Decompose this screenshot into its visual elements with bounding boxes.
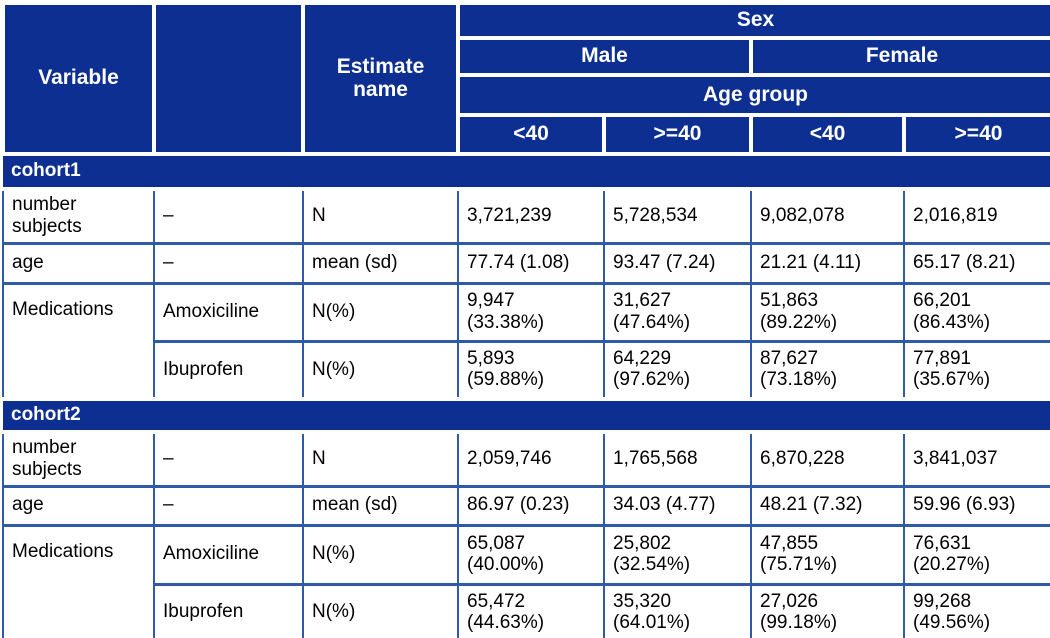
- cell-value: 5,893 (59.88%): [457, 339, 605, 401]
- cell-estimate: N: [302, 187, 459, 245]
- cell-value: 27,026 (99.18%): [750, 582, 905, 638]
- group-band-cohort2: cohort2: [3, 397, 1050, 434]
- cell-estimate: mean (sd): [302, 241, 459, 285]
- cell-level: –: [153, 430, 304, 488]
- header-age-group: Age group: [456, 73, 1050, 117]
- cell-value: 25,802 (32.54%): [603, 523, 752, 586]
- group-band-cohort1: cohort1: [3, 152, 1050, 191]
- cell-level: Amoxiciline: [153, 281, 304, 343]
- cell-level: Ibuprofen: [153, 582, 304, 638]
- cell-value: 77.74 (1.08): [457, 241, 605, 285]
- cell-value: 86.97 (0.23): [457, 484, 605, 527]
- cell-variable: age: [2, 241, 155, 285]
- cell-estimate: N(%): [302, 582, 459, 638]
- header-bin-male-ge40: >=40: [602, 113, 753, 156]
- cell-value: 5,728,534: [603, 187, 752, 245]
- cell-value: 87,627 (73.18%): [750, 339, 905, 401]
- cell-estimate: N(%): [302, 339, 459, 401]
- cell-value: 93.47 (7.24): [603, 241, 752, 285]
- cell-value: 47,855 (75.71%): [750, 523, 905, 586]
- cell-value: 66,201 (86.43%): [903, 281, 1050, 343]
- cell-value: 31,627 (47.64%): [603, 281, 752, 343]
- cell-value: 99,268 (49.56%): [903, 582, 1050, 638]
- header-variable: Variable: [1, 1, 156, 156]
- cell-estimate: mean (sd): [302, 484, 459, 527]
- cell-value: 9,947 (33.38%): [457, 281, 605, 343]
- cell-value: 59.96 (6.93): [903, 484, 1050, 527]
- cell-value: 9,082,078: [750, 187, 905, 245]
- cell-value: 65.17 (8.21): [903, 241, 1050, 285]
- cell-variable: age: [2, 484, 155, 527]
- header-estimate-name: Estimate name: [301, 1, 460, 156]
- cell-value: 64,229 (97.62%): [603, 339, 752, 401]
- header-female: Female: [749, 36, 1050, 77]
- cell-variable-medications: Medications: [2, 281, 155, 401]
- cell-variable: number subjects: [2, 430, 155, 488]
- cell-value: 65,087 (40.00%): [457, 523, 605, 586]
- cell-level: Amoxiciline: [153, 523, 304, 586]
- cell-value: 48.21 (7.32): [750, 484, 905, 527]
- cell-level: –: [153, 187, 304, 245]
- cell-value: 3,841,037: [903, 430, 1050, 488]
- header-sex: Sex: [456, 1, 1050, 40]
- cell-variable-medications: Medications: [2, 523, 155, 638]
- cell-estimate: N(%): [302, 523, 459, 586]
- cell-value: 65,472 (44.63%): [457, 582, 605, 638]
- cell-value: 21.21 (4.11): [750, 241, 905, 285]
- header-male: Male: [456, 36, 753, 77]
- cell-level: –: [153, 484, 304, 527]
- cell-value: 6,870,228: [750, 430, 905, 488]
- cell-value: 1,765,568: [603, 430, 752, 488]
- cell-value: 76,631 (20.27%): [903, 523, 1050, 586]
- cell-estimate: N: [302, 430, 459, 488]
- cell-level: Ibuprofen: [153, 339, 304, 401]
- cell-variable: number subjects: [2, 187, 155, 245]
- cell-value: 35,320 (64.01%): [603, 582, 752, 638]
- header-blank: [152, 1, 305, 156]
- cell-value: 3,721,239: [457, 187, 605, 245]
- header-bin-female-ge40: >=40: [902, 113, 1050, 156]
- header-bin-male-lt40: <40: [456, 113, 606, 156]
- cell-value: 34.03 (4.77): [603, 484, 752, 527]
- cell-value: 51,863 (89.22%): [750, 281, 905, 343]
- cell-value: 2,059,746: [457, 430, 605, 488]
- header-bin-female-lt40: <40: [749, 113, 906, 156]
- cell-value: 2,016,819: [903, 187, 1050, 245]
- cell-value: 77,891 (35.67%): [903, 339, 1050, 401]
- cell-estimate: N(%): [302, 281, 459, 343]
- cell-level: –: [153, 241, 304, 285]
